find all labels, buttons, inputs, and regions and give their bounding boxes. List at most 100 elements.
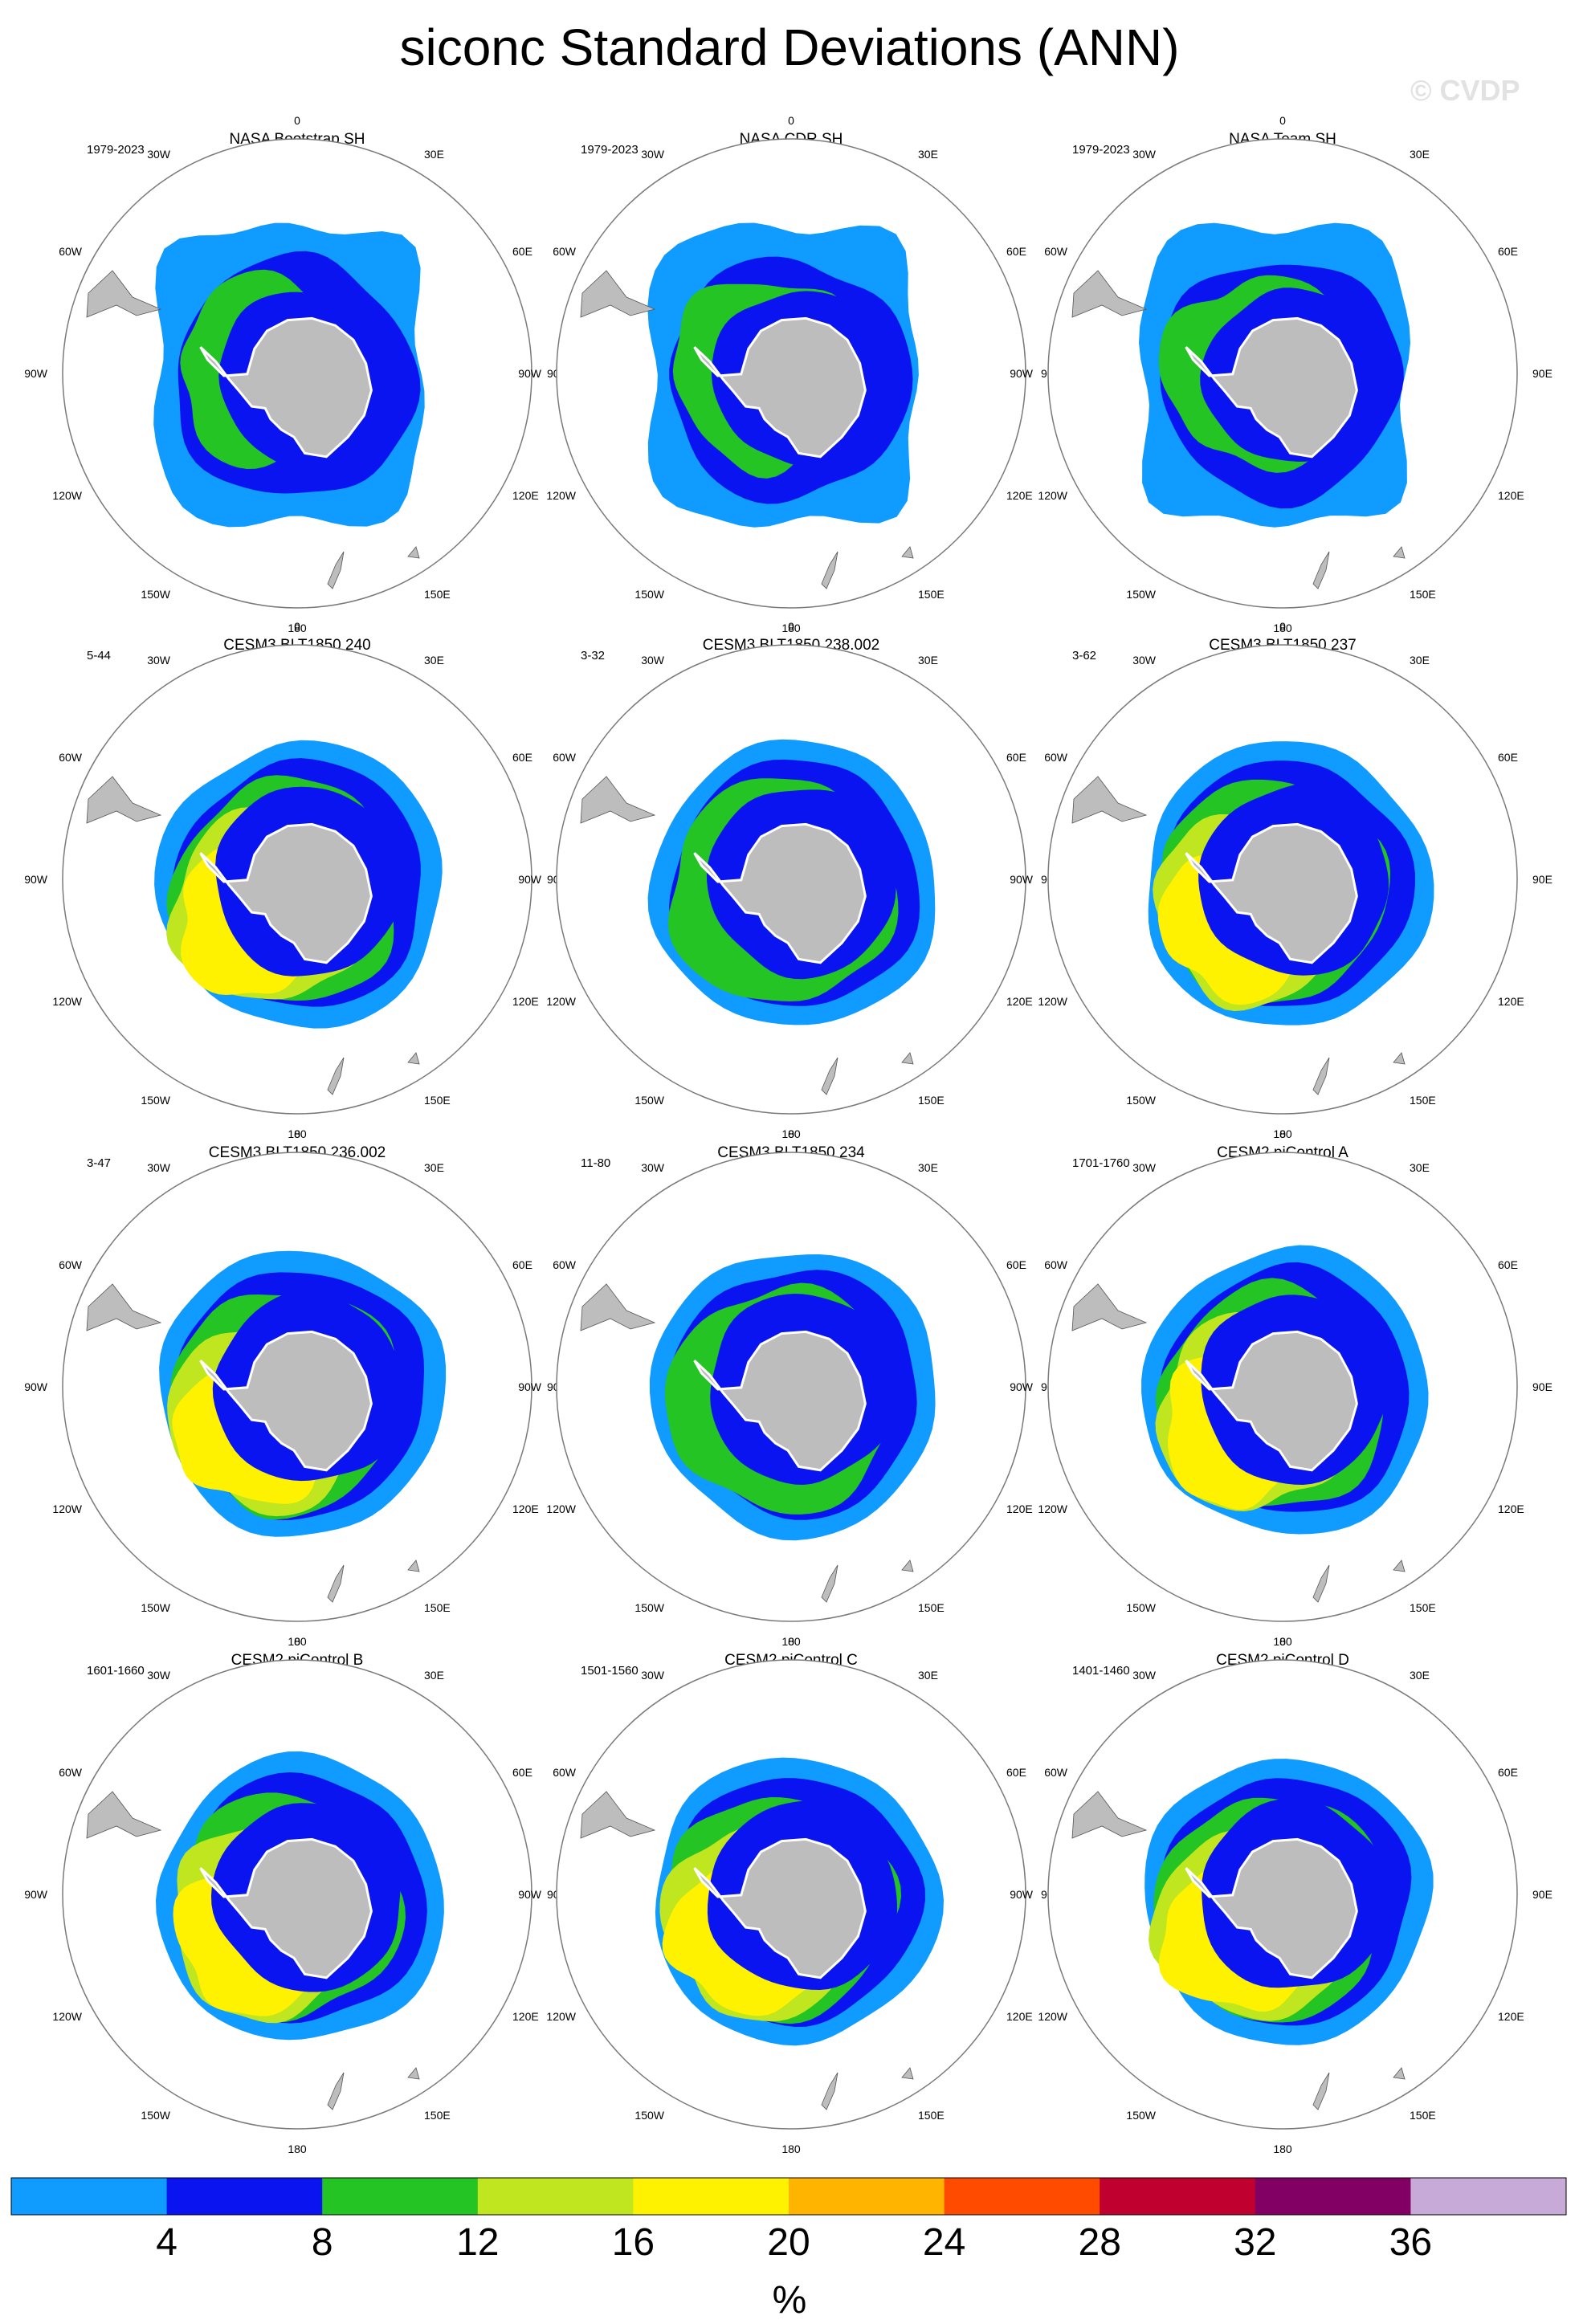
longitude-label: 120E bbox=[1006, 1502, 1033, 1515]
longitude-label: 180 bbox=[1273, 2143, 1292, 2155]
longitude-label: 90W bbox=[24, 873, 48, 886]
longitude-label: 30W bbox=[147, 1669, 171, 1682]
longitude-label: 0 bbox=[294, 620, 300, 633]
panel-years: 1979-2023 bbox=[87, 143, 145, 157]
colorbar-frame bbox=[10, 2177, 1567, 2216]
longitude-label: 60E bbox=[512, 1258, 532, 1271]
longitude-label: 180 bbox=[1273, 622, 1292, 634]
longitude-label: 150W bbox=[634, 588, 664, 601]
longitude-label: 150E bbox=[424, 1601, 451, 1614]
new-zealand-landmass bbox=[1312, 551, 1330, 589]
longitude-label: 180 bbox=[781, 622, 801, 634]
longitude-label: 120E bbox=[1006, 489, 1033, 502]
longitude-label: 120E bbox=[512, 995, 539, 1008]
longitude-label: 120W bbox=[52, 995, 82, 1008]
longitude-label: 90W bbox=[24, 1888, 48, 1901]
south-america-landmass bbox=[1071, 270, 1148, 318]
colorbar-tick-label: 12 bbox=[456, 2221, 499, 2264]
longitude-label: 120W bbox=[52, 1502, 82, 1515]
longitude-label: 90E bbox=[1532, 1380, 1552, 1393]
tasmania-landmass bbox=[407, 1560, 420, 1572]
longitude-label: 30E bbox=[1410, 1669, 1430, 1682]
antarctica-landmass bbox=[1185, 1837, 1358, 1979]
south-america-landmass bbox=[580, 776, 656, 824]
colorbar-segment bbox=[11, 2178, 168, 2215]
longitude-label: 150E bbox=[918, 1601, 945, 1614]
longitude-label: 180 bbox=[288, 1635, 307, 1648]
south-america-landmass bbox=[580, 1791, 656, 1839]
longitude-label: 30E bbox=[918, 1669, 938, 1682]
longitude-label: 180 bbox=[1273, 1127, 1292, 1140]
longitude-label: 120E bbox=[1498, 2010, 1524, 2023]
longitude-label: 150E bbox=[424, 1094, 451, 1107]
longitude-label: 150W bbox=[1126, 1601, 1156, 1614]
longitude-label: 30E bbox=[918, 148, 938, 161]
longitude-label: 30W bbox=[1132, 1669, 1157, 1682]
polar-map-panel: CESM3 BLT1850 236.0023-47030E60E90E120E1… bbox=[24, 1127, 567, 1648]
longitude-label: 150E bbox=[918, 1094, 945, 1107]
longitude-label: 120E bbox=[512, 1502, 539, 1515]
longitude-label: 30E bbox=[424, 148, 444, 161]
longitude-label: 180 bbox=[288, 1127, 307, 1140]
colorbar-tick-label: 36 bbox=[1389, 2221, 1432, 2264]
longitude-label: 90W bbox=[518, 1380, 542, 1393]
longitude-label: 30E bbox=[1410, 654, 1430, 667]
longitude-label: 0 bbox=[1279, 1635, 1286, 1648]
antarctica-landmass bbox=[693, 1837, 867, 1979]
longitude-label: 30E bbox=[918, 1161, 938, 1174]
longitude-label: 150W bbox=[1126, 588, 1156, 601]
longitude-label: 90E bbox=[1532, 367, 1552, 380]
longitude-label: 120W bbox=[52, 489, 82, 502]
longitude-label: 90E bbox=[1532, 1888, 1552, 1901]
longitude-label: 60E bbox=[1498, 1258, 1518, 1271]
longitude-label: 150W bbox=[634, 1094, 664, 1107]
longitude-label: 150E bbox=[1410, 1601, 1436, 1614]
panel-years: 1701-1760 bbox=[1072, 1156, 1130, 1170]
longitude-label: 120W bbox=[546, 2010, 576, 2023]
cvdp-watermark: © CVDP bbox=[1410, 74, 1520, 107]
longitude-label: 30W bbox=[147, 1161, 171, 1174]
polar-map-panel: CESM3 BLT1850 23411-80030E60E90E120E150E… bbox=[518, 1127, 1061, 1648]
longitude-label: 120W bbox=[1038, 2010, 1067, 2023]
longitude-label: 0 bbox=[788, 620, 794, 633]
longitude-label: 150E bbox=[1410, 1094, 1436, 1107]
polar-map-panel: CESM3 BLT1850 2373-62030E60E90E120E150E1… bbox=[1010, 620, 1552, 1140]
polar-map-panel: NASA CDR SH1979-2023030E60E90E120E150E18… bbox=[518, 114, 1061, 634]
south-america-landmass bbox=[1071, 1791, 1148, 1839]
longitude-label: 150E bbox=[1410, 588, 1436, 601]
south-america-landmass bbox=[580, 1283, 656, 1331]
panel-years: 1601-1660 bbox=[87, 1664, 145, 1678]
longitude-label: 90W bbox=[24, 367, 48, 380]
longitude-label: 150W bbox=[141, 1094, 170, 1107]
longitude-label: 30W bbox=[1132, 1161, 1157, 1174]
south-america-landmass bbox=[1071, 1283, 1148, 1331]
longitude-label: 180 bbox=[288, 2143, 307, 2155]
longitude-label: 30E bbox=[424, 1669, 444, 1682]
longitude-label: 60E bbox=[1006, 751, 1026, 764]
colorbar-segment bbox=[1100, 2178, 1256, 2215]
longitude-label: 150W bbox=[1126, 2109, 1156, 2122]
new-zealand-landmass bbox=[1312, 1564, 1330, 1603]
polar-map-panel: CESM3 BLT1850 238.0023-32030E60E90E120E1… bbox=[518, 620, 1061, 1140]
longitude-label: 30E bbox=[1410, 148, 1430, 161]
longitude-label: 90W bbox=[1010, 367, 1034, 380]
colorbar-tick-label: 20 bbox=[767, 2221, 810, 2264]
longitude-label: 120E bbox=[512, 489, 539, 502]
longitude-label: 120W bbox=[546, 995, 576, 1008]
longitude-label: 30E bbox=[424, 654, 444, 667]
longitude-label: 120E bbox=[1498, 1502, 1524, 1515]
longitude-label: 90W bbox=[1010, 1888, 1034, 1901]
longitude-label: 60E bbox=[512, 751, 532, 764]
colorbar-tick-label: 24 bbox=[923, 2221, 965, 2264]
longitude-label: 150E bbox=[918, 588, 945, 601]
longitude-label: 30W bbox=[641, 1669, 665, 1682]
new-zealand-landmass bbox=[821, 1057, 838, 1095]
longitude-label: 120W bbox=[1038, 489, 1067, 502]
panel-years: 1401-1460 bbox=[1072, 1664, 1130, 1678]
tasmania-landmass bbox=[407, 1052, 420, 1065]
tasmania-landmass bbox=[901, 2067, 914, 2080]
longitude-label: 60W bbox=[1044, 245, 1068, 258]
longitude-label: 60W bbox=[1044, 1766, 1068, 1779]
tasmania-landmass bbox=[901, 1052, 914, 1065]
longitude-label: 30W bbox=[641, 654, 665, 667]
